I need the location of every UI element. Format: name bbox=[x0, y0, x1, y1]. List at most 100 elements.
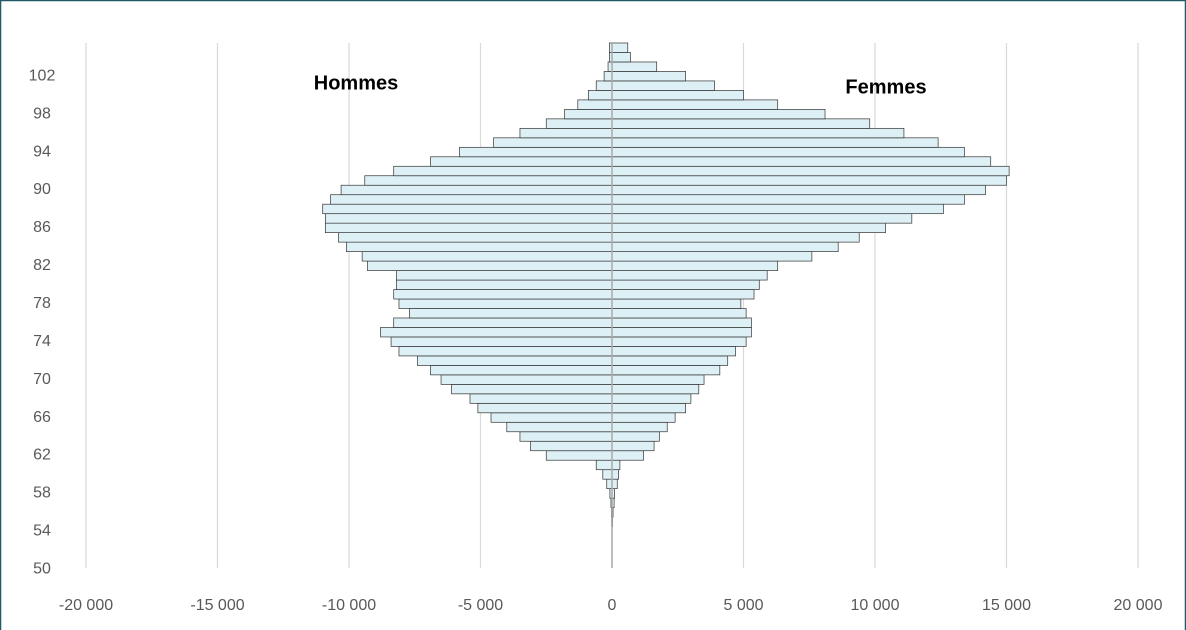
bar bbox=[611, 327, 752, 338]
bar bbox=[393, 289, 613, 300]
bar bbox=[611, 279, 760, 290]
bar bbox=[545, 450, 613, 461]
bar bbox=[611, 109, 826, 120]
y-tick-label: 70 bbox=[33, 371, 51, 388]
bar bbox=[611, 232, 860, 243]
bar bbox=[611, 355, 729, 366]
bar bbox=[390, 336, 613, 347]
bar bbox=[611, 412, 676, 423]
series-label: Femmes bbox=[845, 76, 926, 98]
bar bbox=[611, 213, 913, 224]
bar bbox=[398, 298, 613, 309]
x-tick-label: 0 bbox=[608, 597, 617, 614]
series-label: Hommes bbox=[314, 72, 398, 94]
bar bbox=[611, 260, 779, 271]
bar bbox=[611, 421, 668, 433]
bar bbox=[611, 61, 658, 72]
bar bbox=[611, 270, 768, 281]
bar bbox=[577, 99, 613, 110]
bar bbox=[330, 194, 613, 205]
bar bbox=[611, 251, 813, 262]
bar bbox=[606, 478, 613, 490]
x-tick-label: 5 000 bbox=[723, 597, 763, 614]
bar bbox=[595, 459, 613, 471]
y-tick-label: 94 bbox=[33, 143, 51, 160]
bar bbox=[603, 71, 613, 82]
bar bbox=[519, 431, 613, 442]
y-tick-label: 82 bbox=[33, 257, 51, 274]
y-tick-label: 58 bbox=[33, 485, 51, 502]
bar bbox=[324, 213, 613, 224]
bar bbox=[611, 346, 736, 357]
x-tick-label: 15 000 bbox=[982, 597, 1031, 614]
bar bbox=[545, 118, 613, 129]
bar bbox=[611, 99, 779, 110]
y-tick-label: 90 bbox=[33, 181, 51, 198]
bar bbox=[595, 80, 613, 91]
y-tick-label: 102 bbox=[29, 67, 56, 84]
bar bbox=[611, 336, 747, 347]
bar bbox=[490, 412, 613, 423]
bar bbox=[380, 327, 613, 338]
bar bbox=[611, 156, 992, 167]
bar bbox=[417, 355, 613, 366]
bar bbox=[611, 308, 747, 319]
bar bbox=[587, 90, 613, 101]
x-tick-label: -20 000 bbox=[59, 597, 113, 614]
bar bbox=[611, 175, 1007, 186]
bar bbox=[409, 308, 613, 319]
bar bbox=[611, 146, 965, 158]
bar bbox=[611, 137, 939, 148]
y-tick-label: 78 bbox=[33, 295, 51, 312]
bar bbox=[611, 384, 700, 395]
bar bbox=[367, 260, 613, 271]
x-tick-label: -5 000 bbox=[458, 597, 503, 614]
y-tick-label: 86 bbox=[33, 219, 51, 236]
x-tick-label: 10 000 bbox=[851, 597, 900, 614]
bar bbox=[611, 118, 871, 129]
bar bbox=[611, 459, 621, 471]
bar bbox=[395, 279, 613, 290]
bar bbox=[611, 393, 692, 404]
bar bbox=[469, 393, 613, 404]
bar bbox=[611, 80, 715, 91]
bar bbox=[430, 365, 613, 376]
bar bbox=[611, 374, 705, 385]
bar bbox=[398, 346, 613, 357]
bar bbox=[611, 402, 686, 414]
y-tick-label: 98 bbox=[33, 105, 51, 122]
bar bbox=[602, 469, 613, 480]
bar bbox=[611, 127, 905, 139]
bar bbox=[564, 109, 613, 120]
bar bbox=[611, 431, 660, 442]
bar bbox=[393, 165, 613, 177]
bar bbox=[477, 402, 613, 414]
bar bbox=[611, 478, 618, 490]
bar bbox=[493, 137, 613, 148]
bar bbox=[459, 146, 613, 158]
bar bbox=[340, 184, 613, 196]
y-tick-label: 50 bbox=[33, 560, 51, 577]
x-tick-label: -10 000 bbox=[322, 597, 376, 614]
bar bbox=[322, 203, 613, 215]
bar bbox=[519, 127, 613, 139]
bar bbox=[611, 317, 752, 328]
x-tick-label: 20 000 bbox=[1114, 597, 1163, 614]
y-tick-label: 74 bbox=[33, 333, 51, 350]
bar bbox=[611, 90, 744, 101]
bar bbox=[611, 469, 619, 480]
bar bbox=[364, 175, 613, 186]
y-tick-label: 62 bbox=[33, 447, 51, 464]
y-tick-label: 54 bbox=[33, 523, 51, 540]
bar bbox=[611, 203, 944, 215]
bar bbox=[611, 440, 655, 452]
bar bbox=[346, 241, 613, 252]
bar bbox=[506, 421, 613, 433]
bar bbox=[611, 289, 755, 300]
y-tick-label: 66 bbox=[33, 409, 51, 426]
bar bbox=[611, 165, 1010, 177]
bar bbox=[393, 317, 613, 328]
bar bbox=[611, 241, 839, 252]
bar bbox=[361, 251, 613, 262]
